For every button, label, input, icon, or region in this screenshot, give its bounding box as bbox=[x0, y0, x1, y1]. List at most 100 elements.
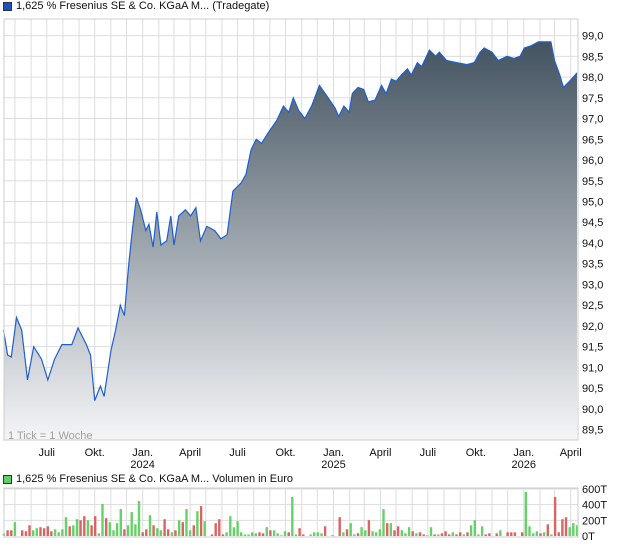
volume-bar bbox=[192, 525, 195, 536]
price-legend-label: 1,625 % Fresenius SE & Co. KGaA M... (Tr… bbox=[16, 0, 270, 12]
volume-bar bbox=[524, 492, 528, 536]
volume-bar bbox=[360, 527, 363, 536]
volume-bar bbox=[510, 532, 513, 536]
volume-bar bbox=[72, 525, 75, 536]
volume-bar bbox=[323, 526, 327, 536]
volume-bar bbox=[371, 531, 374, 536]
y-tick-label: 96,5 bbox=[582, 134, 603, 146]
x-tick-label: Okt. bbox=[275, 447, 295, 459]
volume-bar bbox=[462, 534, 465, 536]
volume-bar bbox=[473, 520, 476, 536]
volume-bar bbox=[367, 520, 371, 536]
volume-bar bbox=[105, 518, 108, 536]
volume-bar bbox=[488, 533, 491, 536]
volume-bar bbox=[170, 532, 174, 536]
volume-bar bbox=[42, 528, 46, 536]
volume-bar bbox=[426, 535, 429, 536]
x-tick-label: April bbox=[560, 447, 582, 459]
volume-bar bbox=[6, 530, 9, 536]
y-tick-label: 98,0 bbox=[582, 72, 603, 84]
volume-bar bbox=[210, 534, 214, 536]
volume-bar bbox=[280, 535, 283, 536]
volume-bar bbox=[83, 516, 86, 536]
volume-bars bbox=[2, 492, 579, 537]
volume-bar bbox=[148, 515, 152, 536]
x-tick-label: Juli bbox=[229, 447, 246, 459]
volume-bar bbox=[276, 533, 279, 536]
volume-bar bbox=[561, 519, 564, 536]
volume-bar bbox=[232, 527, 236, 536]
volume-bar bbox=[546, 524, 549, 537]
y-tick-label: 90,5 bbox=[582, 383, 603, 395]
volume-bar bbox=[389, 523, 392, 536]
volume-bar bbox=[338, 517, 341, 536]
y-tick-label: 89,5 bbox=[582, 425, 603, 437]
volume-bar bbox=[342, 532, 345, 536]
volume-bar bbox=[101, 504, 104, 536]
volume-y-tick-label: 400T bbox=[582, 500, 607, 512]
volume-bar bbox=[393, 530, 396, 536]
volume-bar bbox=[115, 523, 119, 536]
volume-bar bbox=[258, 532, 261, 536]
x-tick-label: April bbox=[179, 447, 201, 459]
volume-bar bbox=[382, 509, 385, 536]
y-tick-label: 91,5 bbox=[582, 342, 603, 354]
volume-bar bbox=[364, 530, 367, 536]
volume-bar bbox=[521, 532, 524, 536]
volume-bar bbox=[145, 529, 148, 536]
volume-bar bbox=[378, 529, 382, 536]
volume-bar bbox=[152, 525, 155, 536]
y-tick-label: 97,5 bbox=[582, 93, 603, 105]
volume-bar bbox=[10, 530, 13, 536]
volume-bar bbox=[272, 530, 276, 536]
x-tick-year: 2024 bbox=[130, 459, 154, 471]
volume-bar bbox=[24, 531, 28, 536]
volume-bar bbox=[287, 532, 290, 536]
volume-bar bbox=[575, 525, 579, 536]
volume-bar bbox=[64, 517, 68, 536]
volume-bar bbox=[418, 532, 422, 536]
volume-bar bbox=[57, 532, 60, 536]
y-tick-label: 91,0 bbox=[582, 362, 603, 374]
volume-grid bbox=[4, 488, 578, 537]
volume-bar bbox=[243, 534, 247, 536]
volume-bar bbox=[119, 509, 122, 536]
volume-bar bbox=[386, 523, 389, 536]
y-tick-label: 94,0 bbox=[582, 238, 603, 250]
y-tick-label: 90,0 bbox=[582, 404, 603, 416]
volume-bar bbox=[130, 512, 133, 536]
volume-bar bbox=[229, 516, 232, 536]
volume-bar bbox=[528, 526, 531, 536]
y-tick-label: 92,0 bbox=[582, 321, 603, 333]
volume-bar bbox=[86, 520, 90, 536]
volume-bar bbox=[429, 527, 433, 536]
volume-bar bbox=[480, 526, 484, 536]
volume-bar bbox=[265, 527, 268, 536]
volume-bar bbox=[79, 520, 82, 536]
volume-bar bbox=[444, 531, 447, 536]
volume-bar bbox=[553, 497, 557, 536]
volume-bar bbox=[294, 534, 298, 536]
volume-bar bbox=[94, 516, 97, 536]
volume-bar bbox=[214, 523, 217, 536]
volume-bar bbox=[557, 532, 560, 536]
volume-bar bbox=[400, 530, 403, 536]
volume-bar bbox=[422, 534, 425, 536]
volume-bar bbox=[320, 533, 323, 536]
x-tick-label: Jan. bbox=[513, 447, 534, 459]
volume-bar bbox=[411, 531, 414, 536]
volume-bar bbox=[137, 501, 141, 536]
volume-bar bbox=[269, 530, 272, 536]
volume-bar bbox=[53, 529, 57, 536]
volume-bar bbox=[291, 497, 294, 536]
volume-bar bbox=[451, 532, 455, 536]
volume-bar bbox=[141, 532, 144, 536]
x-tick-label: April bbox=[369, 447, 391, 459]
volume-bar bbox=[247, 534, 250, 536]
volume-bar bbox=[407, 527, 411, 536]
volume-bar bbox=[50, 531, 53, 536]
x-tick-label: Jan. bbox=[323, 447, 344, 459]
volume-bar bbox=[13, 522, 17, 536]
volume-bar bbox=[349, 523, 352, 536]
volume-bar bbox=[163, 519, 166, 536]
